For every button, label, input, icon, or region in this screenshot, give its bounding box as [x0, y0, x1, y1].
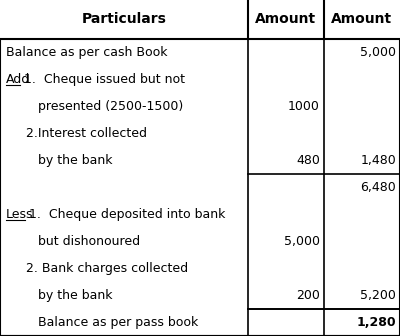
Text: 2.Interest collected: 2.Interest collected [6, 127, 147, 140]
Text: 1,280: 1,280 [356, 316, 396, 329]
Text: Balance as per cash Book: Balance as per cash Book [6, 46, 168, 59]
Text: 1.  Cheque deposited into bank: 1. Cheque deposited into bank [25, 208, 226, 221]
Text: Amount: Amount [255, 12, 316, 26]
Text: 2. Bank charges collected: 2. Bank charges collected [6, 262, 188, 275]
Text: but dishonoured: but dishonoured [6, 235, 140, 248]
Text: 5,200: 5,200 [360, 289, 396, 302]
Text: presented (2500-1500): presented (2500-1500) [6, 100, 183, 113]
Text: Less: Less [6, 208, 34, 221]
Text: 1,480: 1,480 [360, 154, 396, 167]
Text: Amount: Amount [331, 12, 393, 26]
Text: Particulars: Particulars [81, 12, 166, 26]
Text: by the bank: by the bank [6, 154, 113, 167]
Text: 1.  Cheque issued but not: 1. Cheque issued but not [20, 73, 185, 86]
Text: 5,000: 5,000 [284, 235, 320, 248]
Text: 480: 480 [296, 154, 320, 167]
Bar [0, 0, 400, 39]
Text: 1000: 1000 [288, 100, 320, 113]
Text: 200: 200 [296, 289, 320, 302]
Text: 5,000: 5,000 [360, 46, 396, 59]
Text: Add: Add [6, 73, 30, 86]
Text: by the bank: by the bank [6, 289, 113, 302]
Text: Balance as per pass book: Balance as per pass book [6, 316, 198, 329]
Text: 6,480: 6,480 [360, 181, 396, 194]
